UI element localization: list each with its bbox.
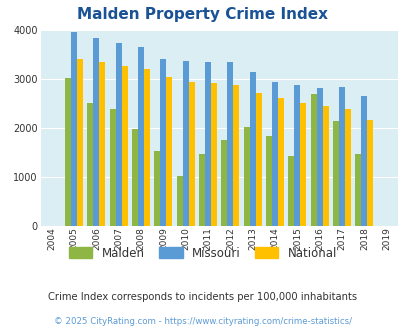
Bar — [221, 140, 227, 226]
Bar — [310, 93, 316, 226]
Bar — [265, 136, 271, 226]
Bar — [87, 103, 93, 226]
Bar — [332, 121, 338, 226]
Bar — [360, 96, 367, 226]
Bar — [115, 43, 122, 226]
Bar — [322, 106, 328, 226]
Bar — [205, 62, 211, 226]
Text: Malden Property Crime Index: Malden Property Crime Index — [77, 7, 328, 22]
Bar — [277, 98, 284, 226]
Bar — [132, 129, 138, 226]
Bar — [288, 156, 294, 226]
Bar — [243, 127, 249, 226]
Bar — [227, 62, 233, 226]
Bar — [316, 88, 322, 226]
Bar — [271, 82, 277, 226]
Bar — [144, 69, 150, 226]
Bar — [138, 48, 144, 226]
Bar — [233, 85, 239, 226]
Text: Crime Index corresponds to incidents per 100,000 inhabitants: Crime Index corresponds to incidents per… — [48, 292, 357, 302]
Bar — [344, 109, 350, 226]
Bar — [160, 59, 166, 226]
Text: © 2025 CityRating.com - https://www.cityrating.com/crime-statistics/: © 2025 CityRating.com - https://www.city… — [54, 317, 351, 326]
Legend: Malden, Missouri, National: Malden, Missouri, National — [68, 247, 337, 260]
Bar — [71, 32, 77, 226]
Bar — [249, 72, 255, 226]
Bar — [294, 85, 300, 226]
Bar — [198, 154, 205, 226]
Bar — [367, 119, 373, 226]
Bar — [176, 176, 182, 226]
Bar — [354, 154, 360, 226]
Bar — [77, 59, 83, 226]
Bar — [93, 38, 99, 226]
Bar — [109, 109, 115, 226]
Bar — [154, 151, 160, 226]
Bar — [338, 87, 344, 226]
Bar — [188, 82, 194, 226]
Bar — [182, 61, 188, 226]
Bar — [122, 66, 128, 226]
Bar — [166, 77, 172, 226]
Bar — [99, 62, 105, 226]
Bar — [300, 103, 306, 226]
Bar — [255, 92, 261, 226]
Bar — [211, 83, 217, 226]
Bar — [65, 78, 71, 226]
